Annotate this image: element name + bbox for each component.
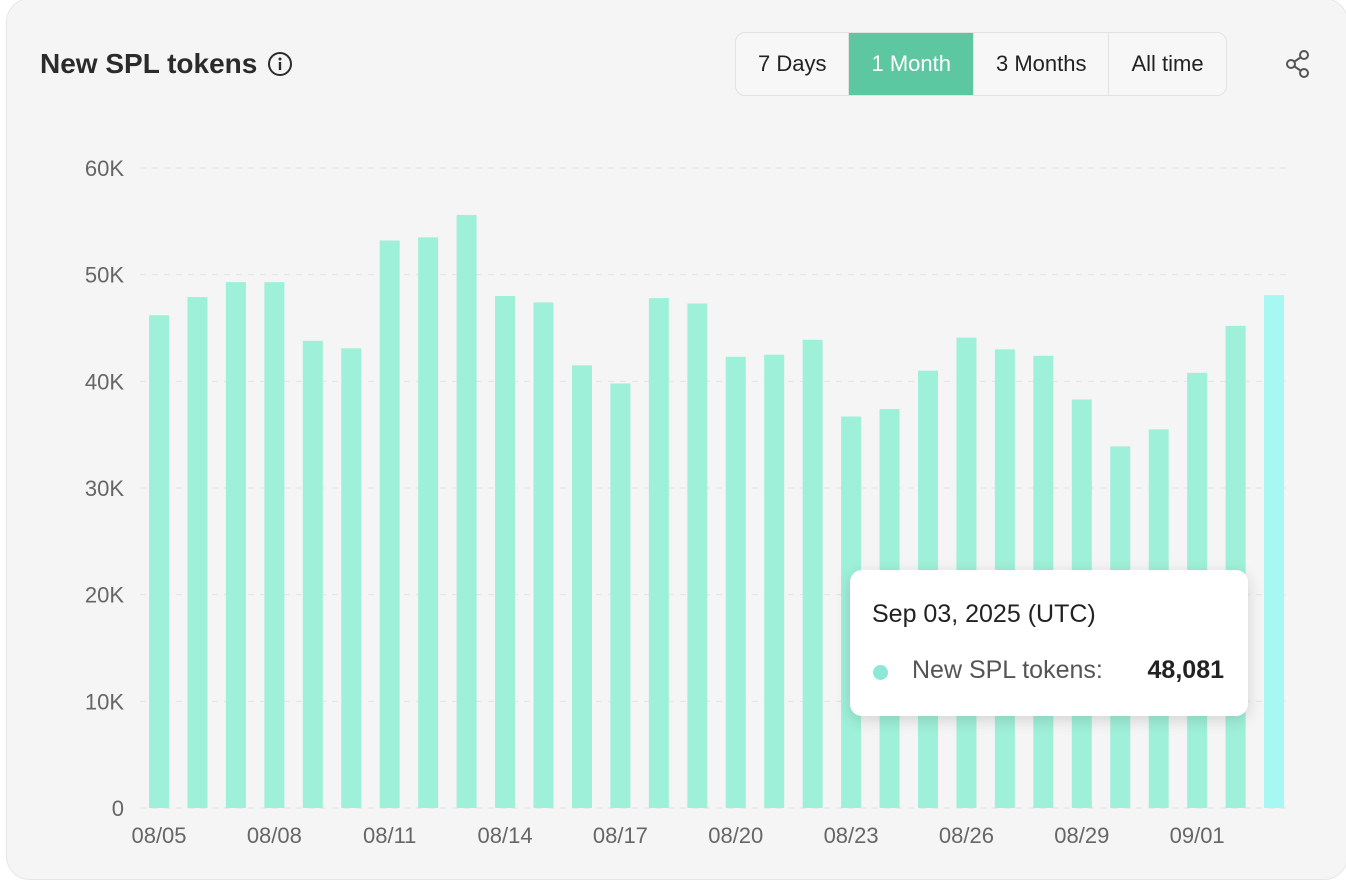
tab-3-months[interactable]: 3 Months bbox=[974, 33, 1110, 95]
tooltip-series-label: New SPL tokens: bbox=[912, 656, 1103, 684]
y-tick-label: 10K bbox=[85, 689, 124, 714]
x-tick-label: 08/23 bbox=[824, 823, 879, 848]
bars bbox=[149, 214, 1285, 809]
bar-08-05[interactable] bbox=[149, 315, 169, 808]
y-axis-labels: 0 10K 20K 30K 40K 50K 60K bbox=[85, 156, 124, 821]
x-tick-label: 08/11 bbox=[363, 823, 416, 848]
y-tick-label: 60K bbox=[85, 156, 124, 181]
tooltip-series-dot bbox=[873, 665, 888, 680]
share-icon[interactable] bbox=[1282, 48, 1314, 80]
bar-08-09[interactable] bbox=[302, 340, 323, 808]
grid-lines bbox=[140, 167, 1292, 809]
x-tick-label: 08/08 bbox=[247, 823, 302, 848]
x-axis-labels: 08/05 08/08 08/11 08/14 08/17 08/20 08/23 08/26… bbox=[131, 823, 1224, 848]
bar-08-21[interactable] bbox=[764, 354, 785, 808]
y-tick-label: 40K bbox=[85, 369, 124, 394]
bar-08-10[interactable] bbox=[341, 348, 362, 808]
chart-header: New SPL tokens bbox=[40, 44, 293, 84]
bar-08-08[interactable] bbox=[264, 282, 285, 809]
x-tick-label: 08/29 bbox=[1054, 823, 1109, 848]
bar-09-03[interactable] bbox=[1264, 295, 1285, 808]
tab-all-time[interactable]: All time bbox=[1131, 51, 1204, 76]
bar-08-12[interactable] bbox=[418, 237, 439, 809]
bar-08-19[interactable] bbox=[687, 303, 708, 808]
bar-08-17[interactable] bbox=[610, 383, 631, 808]
bar-08-18[interactable] bbox=[648, 298, 669, 808]
x-tick-label: 08/05 bbox=[131, 823, 186, 848]
y-tick-label: 50K bbox=[85, 263, 124, 288]
time-range-tabs: 7 Days 1 Month 3 Months All time bbox=[735, 32, 1227, 96]
tooltip-value: 48,081 bbox=[1147, 656, 1224, 684]
bar-08-15[interactable] bbox=[533, 302, 554, 808]
chart-tooltip: Sep 03, 2025 (UTC) New SPL tokens: 48,08… bbox=[850, 570, 1248, 716]
bar-08-13[interactable] bbox=[456, 214, 477, 808]
bar-08-22[interactable] bbox=[802, 339, 823, 808]
y-tick-label: 30K bbox=[85, 476, 124, 501]
tab-1-month[interactable]: 1 Month bbox=[849, 33, 974, 95]
chart-title: New SPL tokens bbox=[40, 48, 258, 79]
bar-08-16[interactable] bbox=[571, 365, 592, 808]
x-tick-label: 08/14 bbox=[478, 823, 533, 848]
bar-08-06[interactable] bbox=[187, 297, 208, 808]
bar-09-02[interactable] bbox=[1225, 325, 1246, 808]
x-tick-label: 08/20 bbox=[708, 823, 763, 848]
tooltip-date: Sep 03, 2025 (UTC) bbox=[872, 600, 1096, 628]
x-tick-label: 09/01 bbox=[1170, 823, 1225, 848]
bar-08-07[interactable] bbox=[225, 282, 246, 809]
bar-08-20[interactable] bbox=[725, 356, 746, 808]
bar-08-11[interactable] bbox=[379, 240, 400, 809]
x-tick-label: 08/26 bbox=[939, 823, 994, 848]
y-tick-label: 0 bbox=[112, 796, 124, 821]
info-icon[interactable] bbox=[267, 51, 293, 77]
y-tick-label: 20K bbox=[85, 583, 124, 608]
x-tick-label: 08/17 bbox=[593, 823, 648, 848]
bar-08-14[interactable] bbox=[495, 296, 516, 808]
tab-7-days[interactable]: 7 Days bbox=[736, 33, 850, 95]
